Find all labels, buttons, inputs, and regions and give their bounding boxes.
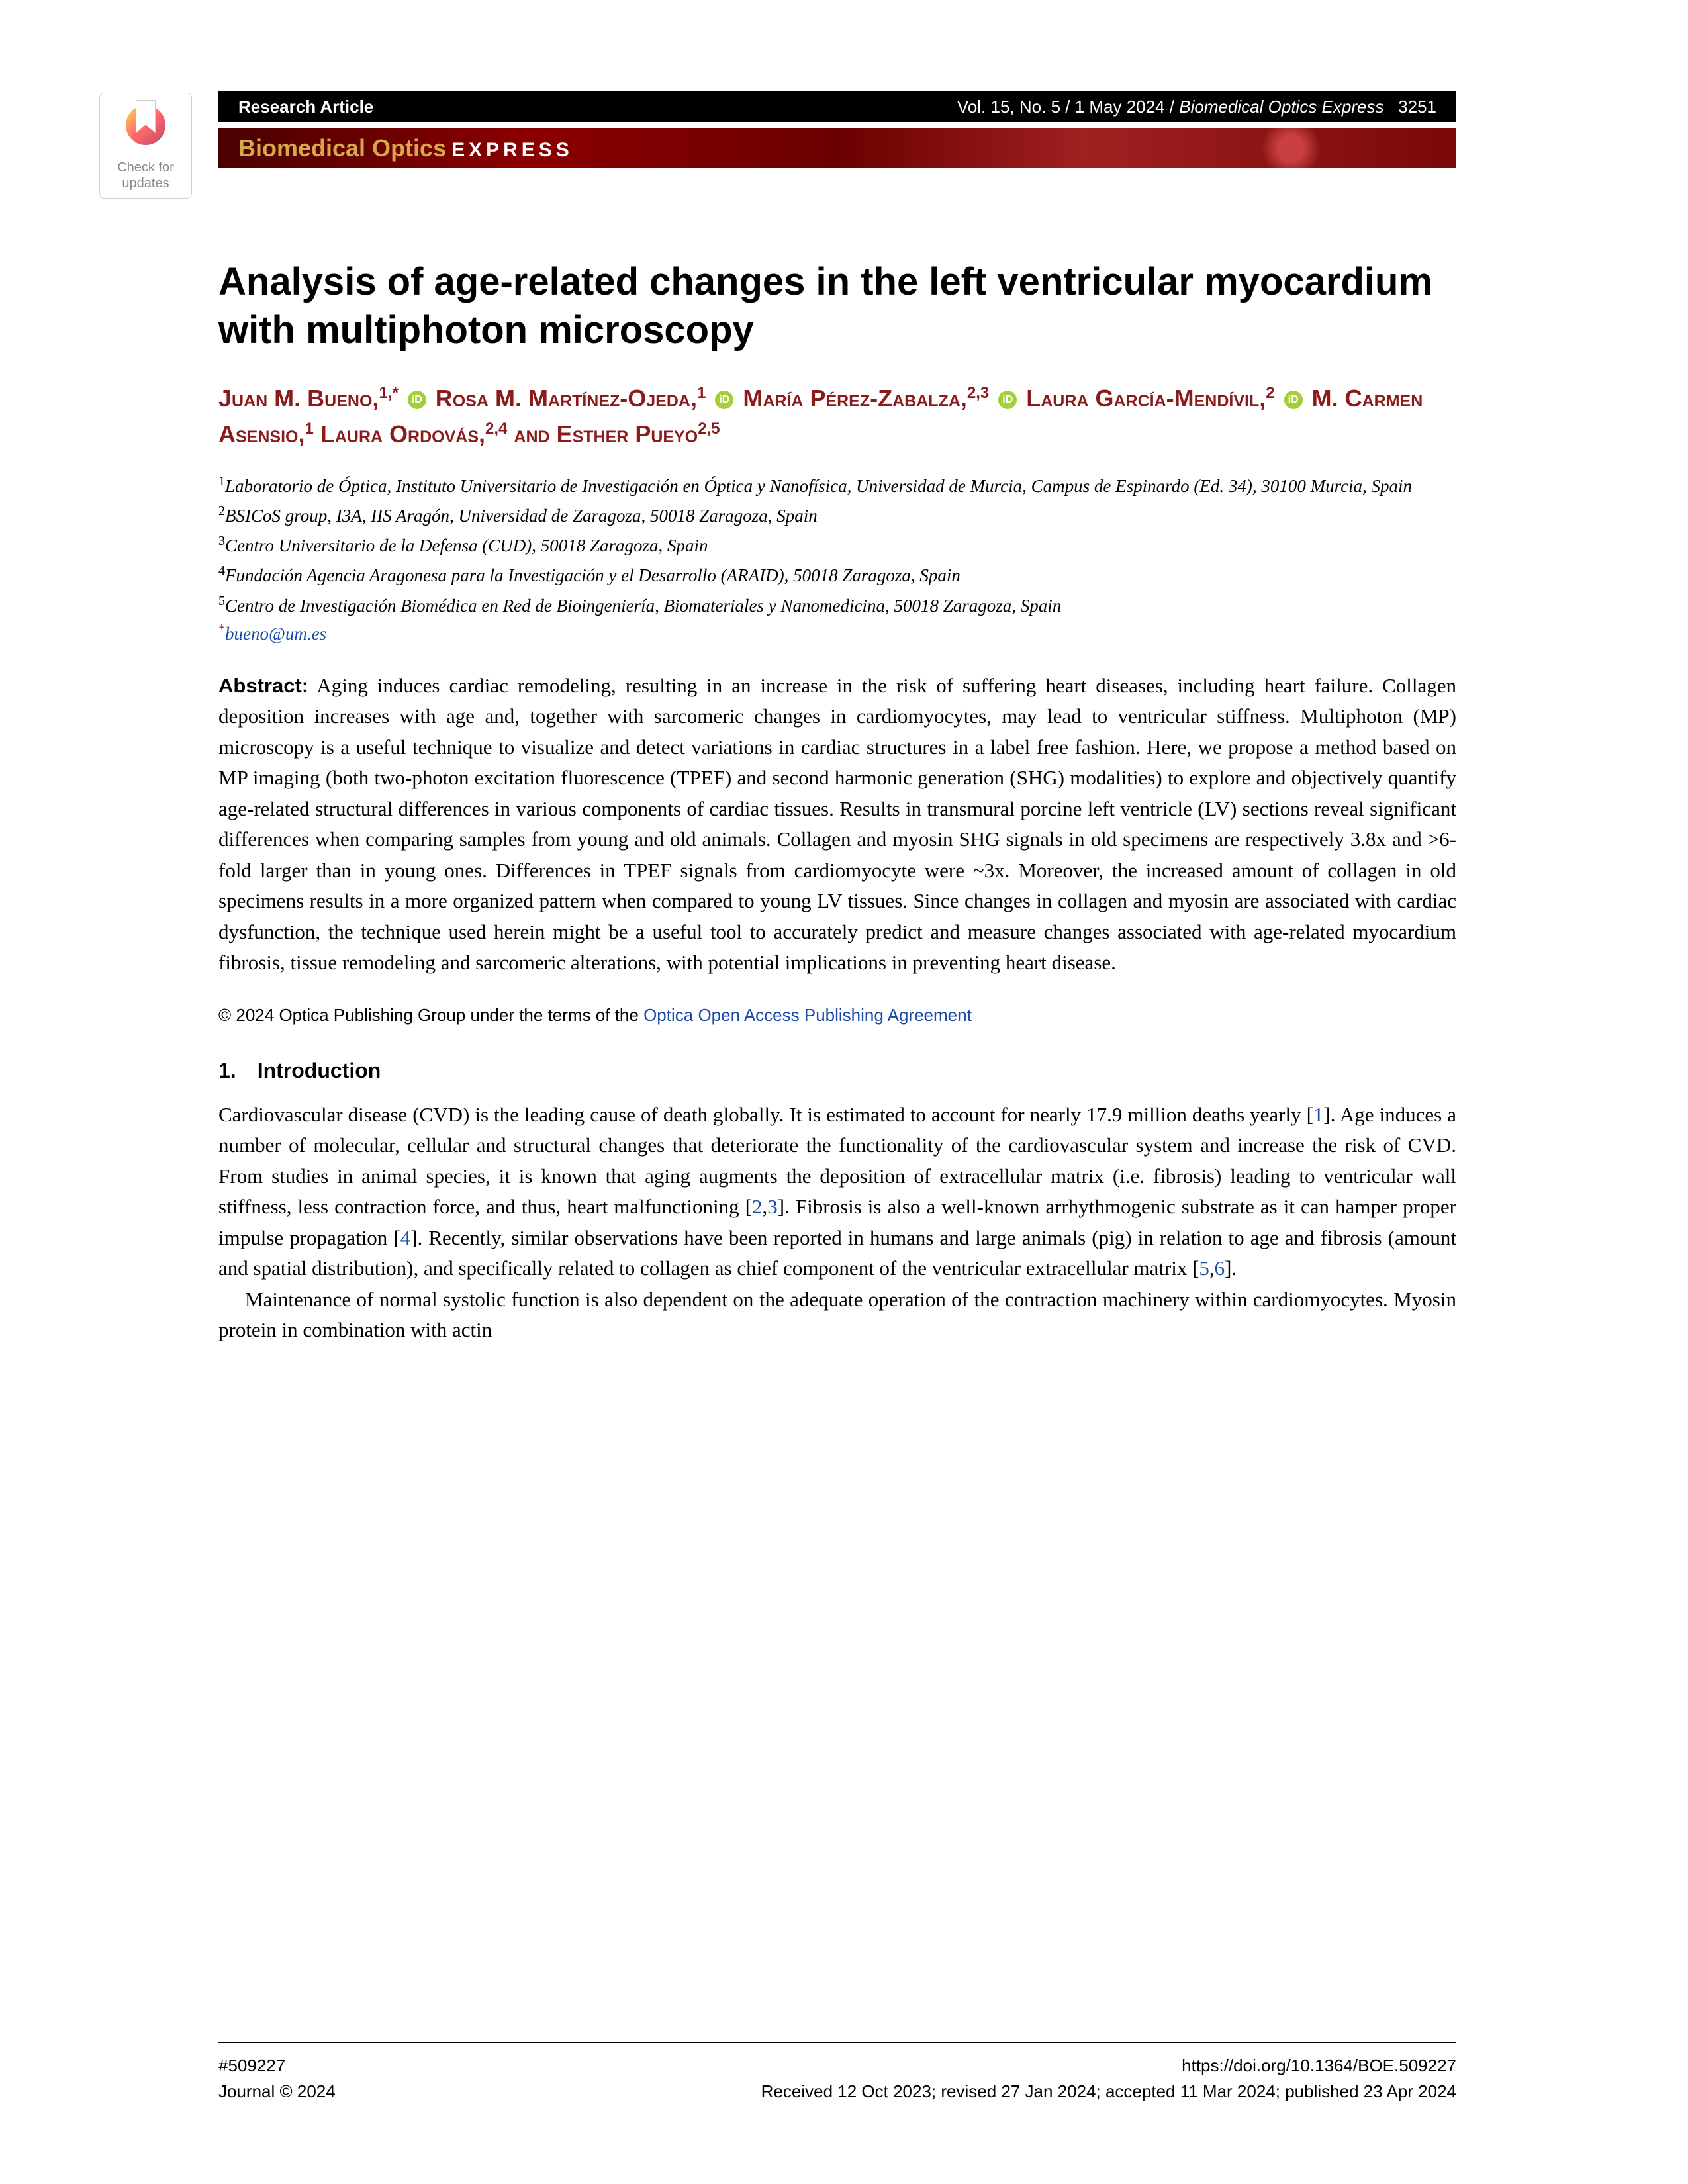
affiliation-line: 2BSICoS group, I3A, IIS Aragón, Universi… [218,502,1456,529]
ref-link[interactable]: 5 [1199,1257,1209,1280]
header-bar: Research Article Vol. 15, No. 5 / 1 May … [218,91,1456,122]
section-1-heading: 1. Introduction [218,1059,1456,1083]
ref-link[interactable]: 3 [767,1195,778,1218]
intro-para-1: Cardiovascular disease (CVD) is the lead… [218,1100,1456,1284]
affiliation-line: 1Laboratorio de Óptica, Instituto Univer… [218,472,1456,499]
journal-copyright: Journal © 2024 [218,2079,336,2105]
ref-link[interactable]: 1 [1313,1103,1324,1126]
journal-banner: Biomedical OpticsEXPRESS [218,128,1456,168]
crossmark-icon [122,100,169,154]
journal-name: Biomedical OpticsEXPRESS [238,134,573,162]
page-footer: #509227 Journal © 2024 https://doi.org/1… [218,2042,1456,2105]
affiliations-block: 1Laboratorio de Óptica, Instituto Univer… [218,472,1456,619]
intro-para-2: Maintenance of normal systolic function … [218,1284,1456,1346]
corresponding-email[interactable]: *bueno@um.es [218,622,1456,644]
ref-link[interactable]: 2 [752,1195,763,1218]
author-list: Juan M. Bueno,1,* Rosa M. Martínez-Ojeda… [218,381,1456,452]
affiliation-line: 3Centro Universitario de la Defensa (CUD… [218,532,1456,559]
affiliation-line: 5Centro de Investigación Biomédica en Re… [218,592,1456,619]
ref-link[interactable]: 4 [400,1226,411,1249]
doi-link[interactable]: https://doi.org/10.1364/BOE.509227 [761,2053,1456,2079]
ref-link[interactable]: 6 [1215,1257,1225,1280]
crossmark-badge[interactable]: Check forupdates [99,93,192,199]
publication-dates: Received 12 Oct 2023; revised 27 Jan 202… [761,2079,1456,2105]
abstract: Abstract: Aging induces cardiac remodeli… [218,671,1456,978]
paper-title: Analysis of age-related changes in the l… [218,258,1456,354]
affiliation-line: 4Fundación Agencia Aragonesa para la Inv… [218,561,1456,589]
manuscript-id: #509227 [218,2053,336,2079]
header-meta: Vol. 15, No. 5 / 1 May 2024 / Biomedical… [957,97,1436,117]
copyright-line: © 2024 Optica Publishing Group under the… [218,1005,1456,1025]
license-link[interactable]: Optica Open Access Publishing Agreement [643,1005,972,1025]
article-type: Research Article [238,97,373,117]
crossmark-label: Check forupdates [117,160,174,191]
